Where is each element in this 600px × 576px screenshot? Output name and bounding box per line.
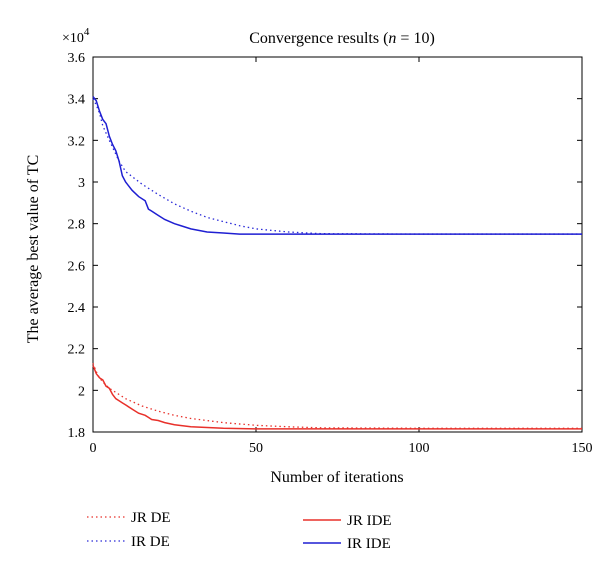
legend-label: JR DE [131, 510, 171, 526]
y-axis-label: The average best value of TC [25, 155, 42, 344]
y-multiplier-exponent: 4 [84, 26, 90, 38]
chart-title-var: n [388, 30, 396, 47]
y-tick-label: 3.4 [68, 93, 86, 108]
y-tick-label: 2.2 [68, 343, 86, 358]
legend-label: IR IDE [347, 536, 391, 552]
y-tick-label: 3.2 [68, 134, 86, 149]
chart-title-suffix: = 10) [396, 30, 434, 47]
y-tick-label: 2.6 [68, 259, 86, 274]
x-axis-label: Number of iterations [270, 469, 403, 486]
y-axis-multiplier: ×104 [62, 26, 90, 46]
y-tick-label: 1.8 [68, 426, 86, 441]
legend: JR DE IR DE JR IDE IR IDE [87, 510, 392, 552]
series-lines [92, 96, 582, 430]
y-tick-label: 2.8 [68, 218, 86, 233]
legend-label: JR IDE [347, 513, 392, 529]
y-tick-label: 2.4 [68, 301, 86, 316]
series-line-ir-de [92, 98, 582, 235]
chart-title: Convergence results (n = 10) [249, 30, 435, 47]
y-multiplier-base: ×10 [62, 31, 84, 46]
x-tick-label: 0 [90, 441, 97, 456]
legend-label: IR DE [131, 534, 170, 550]
series-line-ir-ide [92, 96, 582, 235]
series-line-jr-ide [92, 365, 582, 430]
y-tick-label: 3 [78, 176, 85, 191]
x-tick-label: 100 [409, 441, 430, 456]
axis-ticks: 0 50 100 150 1.8 2 2.2 2.4 2.6 2.8 3 3.2 3.4 3.6 [68, 51, 593, 456]
y-tick-label: 2 [78, 384, 85, 399]
chart-title-prefix: Convergence results ( [249, 30, 388, 47]
x-tick-label: 150 [572, 441, 593, 456]
plot-area [92, 56, 583, 433]
y-tick-label: 3.6 [68, 51, 86, 66]
x-tick-label: 50 [249, 441, 263, 456]
